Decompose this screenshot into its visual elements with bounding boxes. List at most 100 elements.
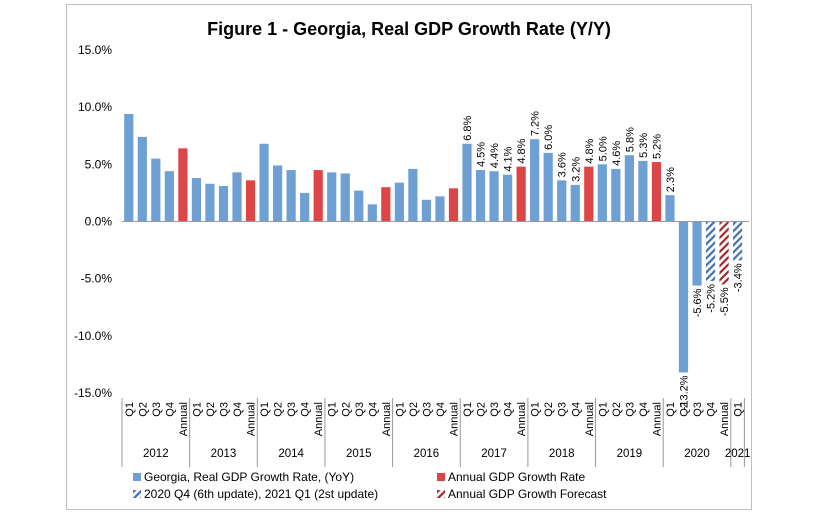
- category-label: Q3: [692, 402, 704, 417]
- y-tick-label: -5.0%: [81, 272, 113, 286]
- data-label: 4.6%: [611, 141, 623, 166]
- bar-quarter: [475, 170, 486, 222]
- category-label: Q4: [232, 402, 244, 417]
- category-label: Q1: [191, 402, 203, 417]
- category-label: Q2: [476, 402, 488, 417]
- bar-quarter: [638, 160, 648, 222]
- bar-forecast: [705, 221, 716, 281]
- year-label: 2014: [278, 448, 304, 460]
- data-label: -5.6%: [692, 288, 704, 317]
- bar-quarter: [503, 174, 513, 222]
- data-label: 2.3%: [665, 167, 677, 192]
- category-label: Q3: [354, 402, 366, 417]
- legend-swatch-annual: [437, 473, 445, 481]
- data-label: 6.0%: [543, 125, 555, 150]
- bars: [124, 114, 743, 373]
- category-label: Q3: [557, 402, 569, 417]
- category-label: Q1: [259, 402, 271, 417]
- category-label: Q3: [286, 402, 298, 417]
- data-label: 4.8%: [584, 138, 596, 163]
- legend: Georgia, Real GDP Growth Rate, (YoY) Annu…: [133, 470, 607, 501]
- year-label: 2019: [617, 448, 643, 460]
- bar-quarter: [530, 139, 540, 222]
- bar-forecast: [733, 221, 743, 261]
- y-tick-label: -15.0%: [74, 386, 112, 400]
- category-label: Q1: [733, 402, 745, 417]
- bar-quarter: [340, 173, 350, 222]
- category-label: Q4: [300, 402, 312, 417]
- y-axis-ticks: 15.0% 10.0% 5.0% 0.0% -5.0% -10.0% -15.0%: [74, 43, 112, 400]
- bar-quarter: [570, 184, 580, 222]
- bar-quarter: [191, 178, 202, 222]
- bar-annual: [313, 170, 323, 222]
- bar-quarter: [394, 182, 404, 222]
- bar-quarter: [354, 190, 364, 222]
- category-label: Q2: [137, 402, 149, 417]
- bar-quarter: [462, 143, 472, 222]
- data-labels: 6.8%4.5% 4.4% 4.1% 4.8%7.2%6.0%3.6% 3.2%4.8%…: [462, 111, 745, 410]
- data-label: 4.5%: [476, 142, 488, 167]
- bar-annual_forecast: [719, 221, 729, 285]
- data-label: 6.8%: [462, 115, 474, 140]
- bar-quarter: [692, 221, 702, 286]
- bar-quarter: [665, 195, 675, 222]
- legend-label: 2020 Q4 (6th update), 2021 Q1 (2st updat…: [144, 487, 378, 501]
- chart-svg: Figure 1 - Georgia, Real GDP Growth Rate…: [74, 19, 750, 501]
- category-label: Q3: [421, 402, 433, 417]
- bar-quarter: [367, 204, 377, 222]
- category-label: Q2: [408, 402, 420, 417]
- data-label: 3.6%: [557, 152, 569, 177]
- bar-quarter: [557, 180, 567, 222]
- category-label: Q3: [218, 402, 230, 417]
- bar-quarter: [624, 155, 634, 222]
- bar-quarter: [164, 171, 174, 222]
- bar-quarter: [232, 172, 242, 222]
- chart-frame: Figure 1 - Georgia, Real GDP Growth Rate…: [66, 4, 752, 510]
- bar-annual: [178, 148, 188, 222]
- data-label: 5.0%: [597, 136, 609, 161]
- category-label: Annual: [584, 402, 596, 436]
- category-label: Annual: [246, 402, 258, 436]
- data-label: 5.2%: [651, 134, 663, 159]
- bar-annual: [381, 187, 391, 222]
- y-tick-label: -10.0%: [74, 329, 112, 343]
- category-label: Q4: [570, 402, 582, 417]
- category-label: Annual: [178, 402, 190, 436]
- y-tick-label: 5.0%: [85, 157, 113, 171]
- bar-quarter: [678, 221, 689, 373]
- legend-label: Annual GDP Growth Rate: [448, 470, 586, 484]
- data-label: 4.4%: [489, 143, 501, 168]
- bar-annual: [651, 162, 662, 222]
- category-label: Q1: [394, 402, 406, 417]
- category-label: Annual: [651, 402, 663, 436]
- data-label: 3.2%: [570, 157, 582, 182]
- bar-annual: [245, 180, 256, 222]
- bar-quarter: [259, 143, 269, 222]
- category-label: Annual: [516, 402, 528, 436]
- category-label: Annual: [719, 402, 731, 436]
- chart-title: Figure 1 - Georgia, Real GDP Growth Rate…: [207, 19, 611, 39]
- category-label: Q4: [638, 402, 650, 417]
- year-label: 2015: [346, 448, 372, 460]
- bar-quarter: [421, 199, 432, 222]
- legend-label: Georgia, Real GDP Growth Rate, (YoY): [144, 470, 354, 484]
- category-label: Annual: [313, 402, 325, 436]
- bar-quarter: [435, 196, 445, 222]
- category-label: Q1: [530, 402, 542, 417]
- category-label: Q3: [624, 402, 636, 417]
- year-label: 2018: [549, 448, 575, 460]
- year-label: 2012: [143, 448, 169, 460]
- category-label: Q1: [327, 402, 339, 417]
- legend-label: Annual GDP Growth Forecast: [448, 487, 607, 501]
- bar-annual: [448, 188, 459, 222]
- category-label: Q2: [340, 402, 352, 417]
- bar-quarter: [273, 165, 283, 222]
- y-tick-label: 10.0%: [78, 100, 112, 114]
- category-label: Q1: [665, 402, 677, 417]
- bar-annual: [584, 166, 594, 222]
- bar-quarter: [489, 171, 499, 222]
- data-label: 7.2%: [530, 111, 542, 136]
- category-label: Q4: [435, 402, 447, 417]
- category-label: Q2: [273, 402, 285, 417]
- bar-quarter: [218, 186, 229, 222]
